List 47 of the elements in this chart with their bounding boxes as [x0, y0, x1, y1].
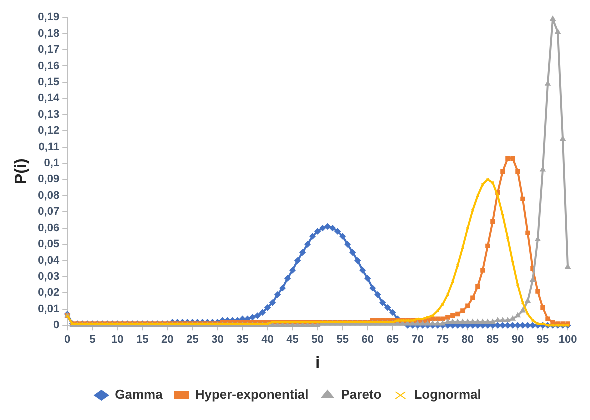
x-tick-label: 70: [412, 334, 424, 346]
x-tick-label: 15: [136, 334, 149, 346]
y-tick-label: 0,17: [38, 44, 60, 56]
y-tick-label: 0,18: [38, 28, 60, 40]
y-tick-label: 0,02: [38, 287, 60, 300]
x-tick-label: 35: [236, 334, 249, 346]
x-tick-label: 0: [64, 334, 71, 346]
y-tick-label: 0,09: [38, 174, 60, 186]
x-tick-label: 100: [558, 334, 578, 346]
legend-label: Lognormal: [414, 387, 482, 402]
x-tick-label: 90: [512, 334, 524, 346]
x-tick-label: 60: [362, 334, 374, 346]
y-tick-label: 0,07: [38, 206, 60, 218]
y-tick-label: 0,01: [38, 303, 60, 316]
x-axis-title: i: [316, 354, 320, 372]
y-tick-label: 0: [53, 320, 60, 332]
y-tick-label: 0,05: [38, 238, 60, 251]
x-tick-label: 20: [162, 334, 174, 346]
y-tick-label: 0,08: [38, 190, 60, 202]
y-axis-title: P(i): [13, 158, 30, 184]
x-tick-label: 50: [312, 334, 324, 346]
y-tick-label: 0,12: [38, 125, 60, 138]
y-tick-label: 0,13: [38, 108, 60, 121]
x-tick-label: 40: [262, 334, 274, 346]
legend-label: Hyper-exponential: [195, 387, 309, 402]
y-tick-label: 0,03: [38, 271, 60, 283]
y-tick-label: 0,19: [38, 12, 60, 24]
x-tick-label: 95: [536, 334, 550, 346]
x-tick-label: 5: [90, 334, 96, 346]
x-tick-label: 80: [462, 334, 474, 346]
x-tick-label: 85: [486, 334, 500, 346]
x-tick-label: 45: [286, 334, 299, 346]
legend-label: Gamma: [115, 387, 164, 402]
x-tick-label: 55: [336, 334, 349, 346]
y-tick-label: 0,06: [38, 222, 60, 234]
x-tick-label: 25: [186, 334, 199, 346]
y-tick-label: 0,16: [38, 60, 60, 72]
y-tick-label: 0,14: [38, 92, 60, 105]
x-tick-label: 10: [112, 334, 124, 346]
y-tick-label: 0,1: [44, 158, 60, 170]
legend-label: Pareto: [341, 387, 382, 402]
y-tick-label: 0,11: [38, 141, 60, 154]
x-tick-label: 30: [212, 334, 224, 346]
y-tick-label: 0,15: [38, 76, 60, 88]
x-tick-label: 65: [386, 334, 399, 346]
y-tick-label: 0,04: [38, 254, 60, 267]
x-tick-label: 75: [436, 334, 450, 346]
